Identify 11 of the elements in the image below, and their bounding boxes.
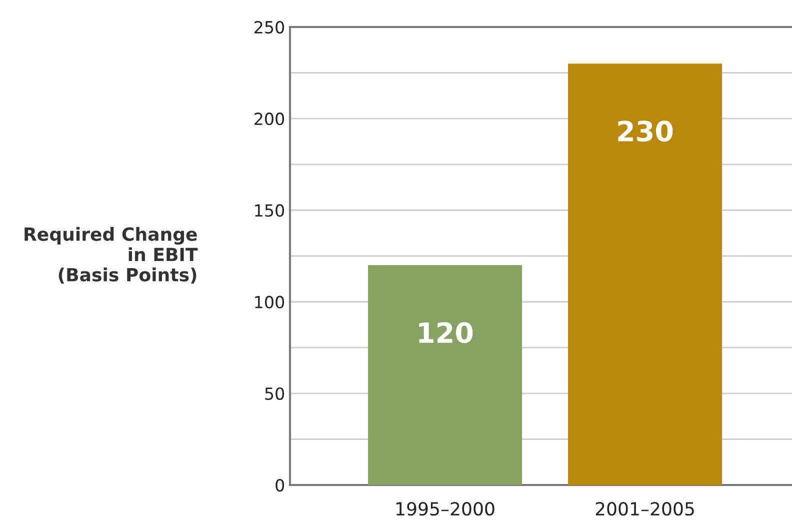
y-tick-label: 100 [255,296,284,308]
data-label: 120 [419,322,473,344]
y-tick-label: 200 [254,112,284,126]
y-axis-title: Required Change in EBIT (Basis Points) [24,226,198,284]
y-tick-label: 0 [276,478,284,492]
x-tick-label: 1995–2000 [396,502,494,516]
y-tick-label: 150 [255,204,284,217]
x-tick-label: 2001–2005 [596,502,694,516]
y-tick-label: 250 [254,20,284,34]
y-tick-label: 50 [265,387,284,400]
data-label: 230 [618,120,673,142]
